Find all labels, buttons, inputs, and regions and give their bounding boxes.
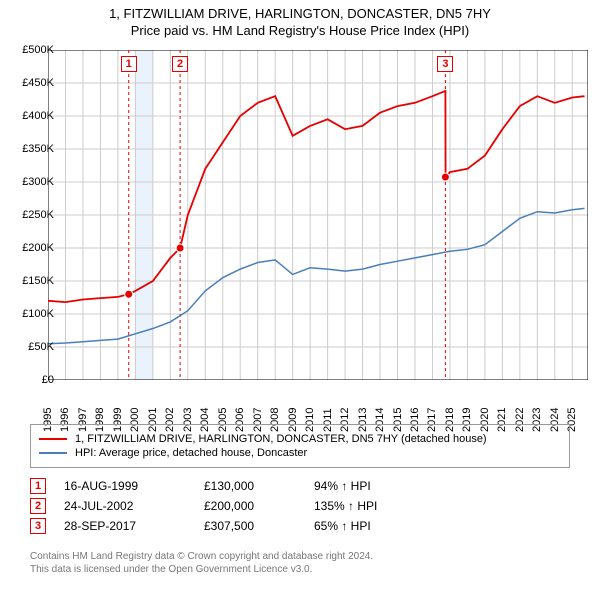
event-marker: 2 <box>30 498 46 514</box>
event-price: £307,500 <box>204 519 314 533</box>
chart-legend: 1, FITZWILLIAM DRIVE, HARLINGTON, DONCAS… <box>30 424 570 468</box>
attribution-footer: Contains HM Land Registry data © Crown c… <box>30 550 373 576</box>
event-row: 1 16-AUG-1999£130,00094% ↑ HPI <box>30 478 570 494</box>
footer-line1: Contains HM Land Registry data © Crown c… <box>30 550 373 563</box>
footer-line2: This data is licensed under the Open Gov… <box>30 563 373 576</box>
callout-marker-2: 2 <box>172 56 188 72</box>
event-marker: 1 <box>30 478 46 494</box>
page-title-line2: Price paid vs. HM Land Registry's House … <box>0 23 600 38</box>
page-title-line1: 1, FITZWILLIAM DRIVE, HARLINGTON, DONCAS… <box>0 6 600 21</box>
event-pct-vs-hpi: 94% ↑ HPI <box>314 479 371 493</box>
chart-plot-area <box>48 50 588 380</box>
event-row: 2 24-JUL-2002£200,000135% ↑ HPI <box>30 498 570 514</box>
event-date: 16-AUG-1999 <box>64 479 204 493</box>
legend-label: HPI: Average price, detached house, Donc… <box>75 447 307 459</box>
legend-item: 1, FITZWILLIAM DRIVE, HARLINGTON, DONCAS… <box>39 433 561 445</box>
line-chart-svg <box>48 50 588 380</box>
event-date: 28-SEP-2017 <box>64 519 204 533</box>
event-marker: 3 <box>30 518 46 534</box>
y-axis-label: £400K <box>8 110 54 122</box>
event-pct-vs-hpi: 65% ↑ HPI <box>314 519 371 533</box>
y-axis-label: £50K <box>8 341 54 353</box>
legend-item: HPI: Average price, detached house, Donc… <box>39 447 561 459</box>
y-axis-label: £250K <box>8 209 54 221</box>
event-price: £200,000 <box>204 499 314 513</box>
legend-swatch <box>39 438 67 440</box>
y-axis-label: £350K <box>8 143 54 155</box>
event-row: 3 28-SEP-2017£307,50065% ↑ HPI <box>30 518 570 534</box>
event-price: £130,000 <box>204 479 314 493</box>
y-axis-label: £450K <box>8 77 54 89</box>
callout-marker-3: 3 <box>437 56 453 72</box>
legend-label: 1, FITZWILLIAM DRIVE, HARLINGTON, DONCAS… <box>75 433 487 445</box>
y-axis-label: £300K <box>8 176 54 188</box>
y-axis-label: £200K <box>8 242 54 254</box>
price-events-table: 1 16-AUG-1999£130,00094% ↑ HPI 2 24-JUL-200… <box>30 474 570 538</box>
event-pct-vs-hpi: 135% ↑ HPI <box>314 499 377 513</box>
y-axis-label: £500K <box>8 44 54 56</box>
y-axis-label: £100K <box>8 308 54 320</box>
legend-swatch <box>39 452 67 454</box>
callout-marker-1: 1 <box>121 56 137 72</box>
event-date: 24-JUL-2002 <box>64 499 204 513</box>
y-axis-label: £150K <box>8 275 54 287</box>
